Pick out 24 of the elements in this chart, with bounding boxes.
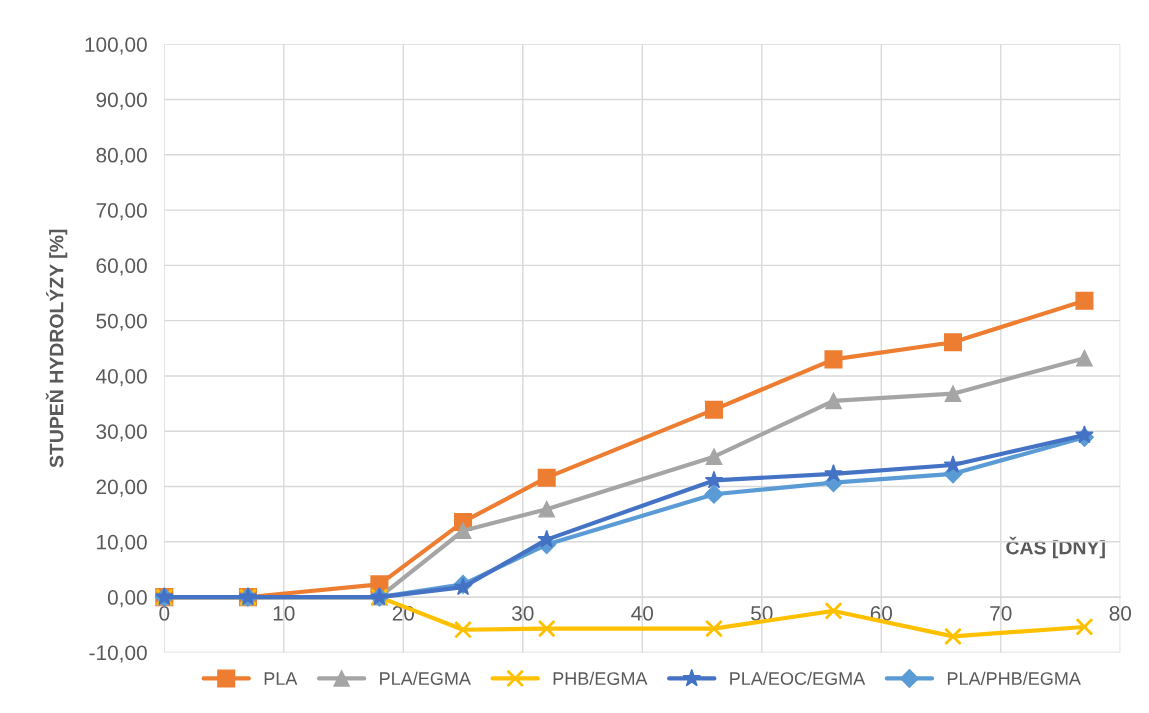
- y-tick-label: 90,00: [96, 92, 147, 110]
- y-tick-label: 10,00: [97, 534, 147, 553]
- x-tick-label: 70: [990, 605, 1012, 621]
- legend-label: PLA/EOC/EGMA: [730, 671, 866, 685]
- x-tick-label: 40: [631, 605, 654, 621]
- legend-label: PHB/EGMA: [553, 671, 648, 685]
- legend-label: PLA: [264, 672, 298, 685]
- y-tick-label: 80,00: [96, 147, 147, 165]
- y-tick-label: 70,00: [96, 203, 147, 221]
- legend-label: PLA/EGMA: [380, 671, 471, 685]
- x-tick-label: 30: [512, 605, 534, 621]
- y-axis-title: STUPEŇ HYDROLÝZY [%]: [45, 229, 68, 468]
- y-tick-label: 50,00: [96, 313, 147, 331]
- y-tick-label: 40,00: [95, 368, 147, 387]
- y-tick-label: 100,00: [85, 37, 147, 55]
- y-tick-label: 30,00: [96, 424, 147, 442]
- legend-label: PLA/PHB/EGMA: [947, 671, 1081, 685]
- y-tick-label: 0,00: [107, 590, 147, 608]
- y-tick-label: 60,00: [96, 258, 147, 276]
- x-tick-label: 10: [273, 605, 295, 621]
- x-tick-label: 80: [1109, 605, 1132, 621]
- y-tick-label: -10,00: [89, 645, 147, 663]
- x-tick-label: 0: [159, 605, 170, 621]
- y-tick-label: 20,00: [96, 479, 147, 497]
